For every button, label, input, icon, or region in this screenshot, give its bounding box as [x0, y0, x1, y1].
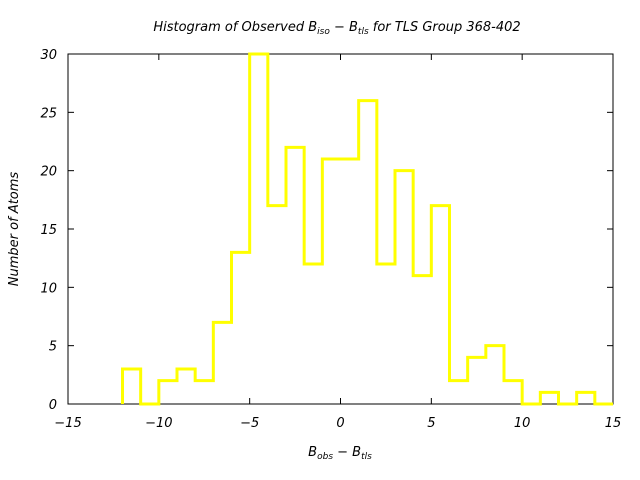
title-sub-tls: tls	[358, 27, 369, 37]
y-tick-label: 15	[40, 223, 57, 238]
xlabel-sub-obs: obs	[317, 452, 333, 462]
histogram-bin	[268, 206, 286, 404]
histogram-bin	[468, 357, 486, 404]
title-sub-iso: iso	[317, 27, 330, 37]
y-axis-label: Number of Atoms	[7, 172, 22, 287]
histogram-bin	[250, 54, 268, 404]
x-tick-label: 15	[605, 416, 622, 431]
histogram-bin	[413, 276, 431, 404]
title-mid: − B	[330, 20, 358, 35]
x-tick-label: 10	[514, 416, 531, 431]
histogram-bin	[377, 264, 395, 404]
histogram-bin	[304, 264, 322, 404]
x-tick-label: −10	[145, 416, 172, 431]
x-axis-label: Bobs − Btls	[308, 445, 372, 462]
axis-tick-labels: −15 −10 −5 0 5 10 15 0 5 10 15 20 25 30	[40, 48, 621, 431]
x-tick-label: −5	[240, 416, 259, 431]
histogram-bin	[286, 147, 304, 404]
title-prefix: Histogram of Observed B	[153, 20, 317, 35]
histogram-bin	[213, 322, 231, 404]
y-tick-label: 5	[49, 340, 57, 355]
histogram-bin	[540, 392, 558, 404]
xlabel-sub-tls: tls	[361, 452, 372, 462]
histogram-bin	[159, 381, 177, 404]
histogram-bin	[431, 206, 449, 404]
title-suffix: for TLS Group 368-402	[369, 20, 521, 35]
histogram-bin	[450, 381, 468, 404]
histogram-bin	[341, 159, 359, 404]
y-tick-label: 25	[40, 106, 57, 121]
plot-frame	[67, 53, 614, 405]
histogram-bin	[177, 369, 195, 404]
xlabel-mid: − B	[333, 445, 361, 460]
chart-title: Histogram of Observed Biso − Btls for TL…	[153, 20, 520, 37]
axis-ticks	[67, 53, 614, 405]
y-tick-label: 10	[40, 281, 57, 296]
x-tick-label: 5	[427, 416, 435, 431]
x-tick-label: 0	[336, 416, 344, 431]
y-tick-label: 0	[49, 398, 57, 413]
histogram-bin	[322, 159, 340, 404]
y-tick-label: 30	[40, 48, 57, 63]
histogram-bin	[486, 346, 504, 404]
histogram-series-line	[121, 52, 613, 406]
xlabel-b: B	[308, 445, 317, 460]
histogram-bin	[195, 381, 213, 404]
histogram-bin	[123, 369, 141, 404]
x-tick-label: −15	[54, 416, 81, 431]
histogram-bin	[232, 252, 250, 404]
histogram-bin	[577, 392, 595, 404]
histogram-bin	[504, 381, 522, 404]
y-tick-label: 20	[40, 165, 57, 180]
histogram-bin	[395, 171, 413, 404]
histogram-bin	[359, 101, 377, 404]
